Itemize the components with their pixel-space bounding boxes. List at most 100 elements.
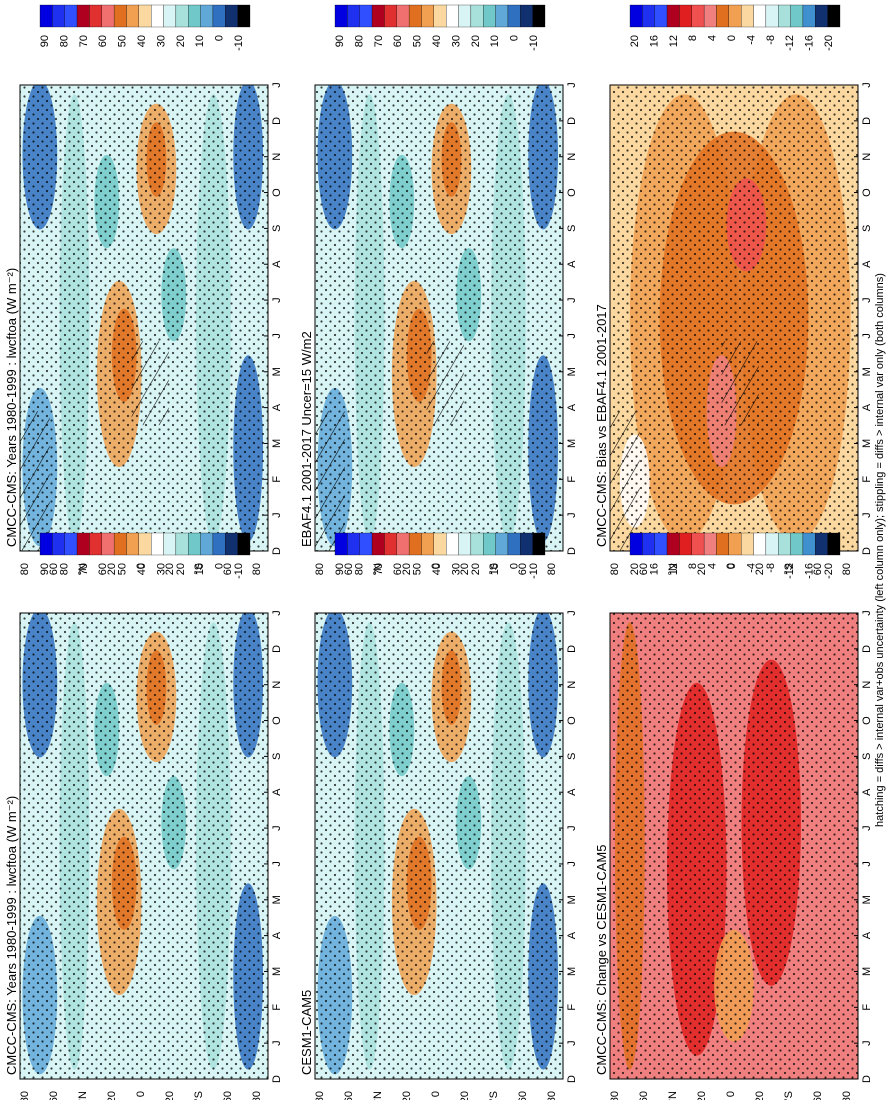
colorbar-label: -12 bbox=[784, 35, 796, 51]
colorbar-swatch bbox=[76, 4, 90, 28]
colorbar-swatch bbox=[39, 4, 53, 28]
colorbar-label: 8 bbox=[687, 563, 699, 569]
lat-tick: 80 bbox=[546, 1091, 558, 1100]
colorbar-label: 10 bbox=[194, 35, 206, 47]
colorbar-swatch bbox=[101, 4, 115, 28]
month-tick: J bbox=[271, 297, 283, 303]
panel-title: CMCC-CMS: Years 1980-1999 : lwcftoa (W m… bbox=[4, 796, 19, 1075]
colorbar-swatch bbox=[371, 4, 385, 28]
lat-tick: °S bbox=[783, 1091, 795, 1100]
lat-tick: 60 bbox=[638, 1091, 650, 1100]
lat-tick: 60 bbox=[48, 1091, 60, 1100]
colorbar-label: 40 bbox=[136, 35, 148, 47]
colorbar-swatch bbox=[359, 4, 373, 28]
lat-tick: 60 bbox=[517, 563, 529, 575]
colorbar-swatch bbox=[483, 4, 496, 28]
month-tick: M bbox=[566, 895, 578, 904]
month-tick: M bbox=[861, 367, 873, 376]
month-tick: J bbox=[861, 512, 873, 518]
lat-tick: °N bbox=[667, 1091, 679, 1100]
colorbar-swatch bbox=[716, 4, 729, 28]
colorbar-label: 30 bbox=[450, 563, 462, 575]
colorbar-label: 90 bbox=[334, 35, 346, 47]
colorbar-swatch bbox=[470, 4, 484, 28]
lat-tick: 20 bbox=[459, 1091, 471, 1100]
month-tick: S bbox=[271, 753, 283, 760]
panel-1: CMCC-CMS: Years 1980-1999 : lwcftoa (W m… bbox=[4, 4, 283, 575]
colorbar-swatch bbox=[126, 532, 139, 556]
colorbar-label: 60 bbox=[392, 35, 404, 47]
colorbar-swatch bbox=[421, 4, 434, 28]
month-tick: A bbox=[271, 931, 283, 939]
colorbar-label: 80 bbox=[58, 35, 70, 47]
colorbar-swatch bbox=[520, 4, 533, 28]
colorbar-label: 8 bbox=[687, 35, 699, 41]
colorbar-swatch bbox=[446, 532, 459, 556]
month-tick: J bbox=[271, 825, 283, 831]
colorbar-label: 70 bbox=[373, 563, 385, 575]
month-tick: N bbox=[566, 153, 578, 161]
colorbar-swatch bbox=[815, 4, 828, 28]
panel-title: CMCC-CMS: Years 1980-1999 : lwcftoa (W m… bbox=[4, 268, 19, 547]
colorbar-swatch bbox=[654, 4, 668, 28]
colorbar-swatch bbox=[446, 4, 459, 28]
month-tick: N bbox=[861, 153, 873, 161]
colorbar-swatch bbox=[384, 532, 397, 556]
colorbar-label: 80 bbox=[353, 563, 365, 575]
colorbar-swatch bbox=[507, 4, 521, 28]
colorbar-label: -20 bbox=[823, 563, 835, 579]
month-tick: A bbox=[861, 931, 873, 939]
panel-6: CMCC-CMS: Change vs CESM1-CAM5 D J F M A M J J A S… bbox=[594, 532, 873, 1100]
colorbar-swatch bbox=[212, 4, 226, 28]
colorbar-swatch bbox=[666, 4, 680, 28]
colorbar-swatch bbox=[679, 532, 692, 556]
month-tick: J bbox=[861, 1040, 873, 1046]
colorbar-label: 0 bbox=[214, 563, 226, 569]
month-tick: S bbox=[861, 753, 873, 760]
colorbar-swatch bbox=[52, 532, 65, 556]
month-tick: D bbox=[271, 1075, 283, 1083]
lat-tick: 60 bbox=[48, 563, 60, 575]
month-tick: F bbox=[566, 476, 578, 483]
month-tick: A bbox=[271, 260, 283, 268]
lat-tick: °N bbox=[372, 1091, 384, 1100]
month-tick: M bbox=[271, 895, 283, 904]
month-tick: S bbox=[566, 225, 578, 232]
colorbar-label: -16 bbox=[804, 563, 816, 579]
colorbar-swatch bbox=[138, 532, 152, 556]
stippling bbox=[610, 85, 858, 551]
month-tick: F bbox=[861, 476, 873, 483]
colorbar-swatch bbox=[200, 4, 214, 28]
hatching bbox=[610, 411, 640, 551]
colorbar-swatch bbox=[200, 532, 214, 556]
month-tick: D bbox=[271, 645, 283, 653]
colorbar-swatch bbox=[126, 4, 139, 28]
lat-tick: 80 bbox=[19, 1091, 31, 1100]
lat-tick: 80 bbox=[841, 1091, 853, 1100]
lat-tick: °N bbox=[667, 563, 679, 575]
hatching bbox=[426, 341, 464, 426]
lat-tick: 60 bbox=[812, 563, 824, 575]
lat-tick: °S bbox=[488, 563, 500, 575]
month-tick: S bbox=[861, 225, 873, 232]
panel-title: CMCC-CMS: Change vs CESM1-CAM5 bbox=[594, 845, 609, 1075]
colorbar-swatch bbox=[39, 532, 53, 556]
colorbar-label: 70 bbox=[373, 35, 385, 47]
panel-title: EBAF4.1 2001-2017 Uncer=15 W/m2 bbox=[299, 331, 314, 547]
colorbar-label: -16 bbox=[804, 35, 816, 51]
colorbar-label: 50 bbox=[117, 563, 129, 575]
month-tick: A bbox=[861, 403, 873, 411]
month-tick: D bbox=[566, 645, 578, 653]
colorbar-label: 50 bbox=[117, 35, 129, 47]
colorbar-swatch bbox=[666, 532, 680, 556]
colorbar-swatch bbox=[188, 4, 201, 28]
lat-tick: 80 bbox=[314, 563, 326, 575]
footer-note: hatching = diffs > internal var+obs unce… bbox=[874, 273, 886, 827]
colorbar-swatch bbox=[334, 4, 348, 28]
colorbar-label: 10 bbox=[489, 563, 501, 575]
colorbar-label: 0 bbox=[509, 35, 521, 41]
colorbar-label: -4 bbox=[745, 35, 757, 45]
month-tick: D bbox=[566, 117, 578, 125]
month-tick: A bbox=[271, 403, 283, 411]
